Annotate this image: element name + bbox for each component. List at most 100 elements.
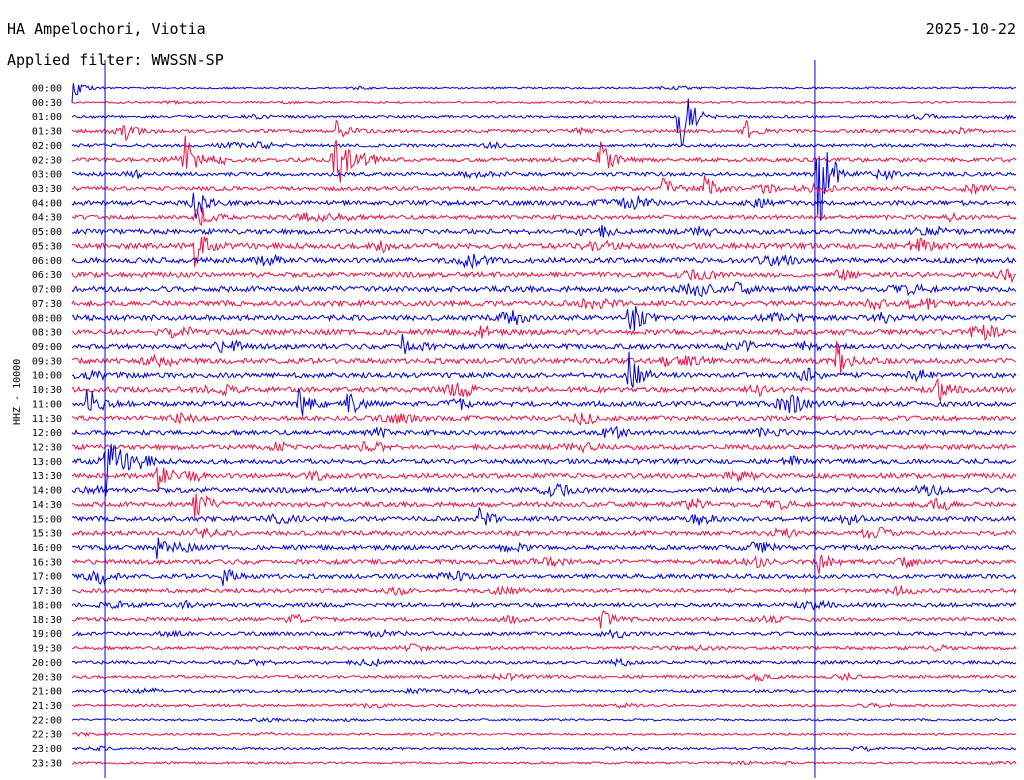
trace-row xyxy=(71,333,1017,355)
row-time-label: 19:30 xyxy=(32,644,62,655)
row-time-label: 07:00 xyxy=(32,285,62,296)
row-time-label: 16:00 xyxy=(32,543,62,554)
row-time-label: 22:30 xyxy=(32,730,62,741)
row-time-label: 08:30 xyxy=(32,328,62,339)
row-time-label: 15:00 xyxy=(32,514,62,525)
trace-row xyxy=(72,493,1017,519)
row-time-label: 00:30 xyxy=(32,98,62,109)
row-time-label: 23:00 xyxy=(32,744,62,755)
trace-row xyxy=(71,482,1017,498)
row-time-label: 12:30 xyxy=(32,443,62,454)
row-time-label: 12:00 xyxy=(32,428,62,439)
row-time-label: 23:30 xyxy=(32,758,62,769)
trace-row xyxy=(71,554,1017,575)
row-time-label: 22:00 xyxy=(32,715,62,726)
row-time-label: 13:00 xyxy=(32,457,62,468)
date-label: 2025-10-22 xyxy=(925,20,1016,38)
trace-row xyxy=(71,585,1017,597)
trace-row xyxy=(71,537,1017,560)
trace-row xyxy=(71,628,1017,640)
row-time-label: 14:00 xyxy=(32,486,62,497)
trace-row xyxy=(71,225,1017,238)
row-time-label: 06:30 xyxy=(32,270,62,281)
trace-row xyxy=(71,731,1017,738)
trace-row xyxy=(71,411,1017,426)
trace-row xyxy=(71,440,1017,454)
row-time-label: 04:00 xyxy=(32,198,62,209)
trace-row xyxy=(71,340,1017,375)
trace-row xyxy=(71,387,1017,416)
trace-row xyxy=(71,716,1017,723)
row-time-label: 10:00 xyxy=(32,371,62,382)
trace-row xyxy=(71,657,1017,668)
row-time-label: 05:30 xyxy=(32,241,62,252)
station-title: HA Ampelochori, Viotia xyxy=(7,20,206,38)
trace-row xyxy=(71,297,1017,311)
trace-row xyxy=(71,443,1017,497)
trace-row xyxy=(71,99,1017,106)
trace-row xyxy=(71,281,1017,298)
row-time-label: 09:00 xyxy=(32,342,62,353)
row-time-label: 14:30 xyxy=(32,500,62,511)
trace-row xyxy=(71,467,1017,492)
row-time-label: 16:30 xyxy=(32,557,62,568)
trace-row xyxy=(71,253,1017,270)
trace-row xyxy=(71,610,1017,629)
trace-row xyxy=(71,643,1017,653)
trace-row xyxy=(71,98,1016,147)
trace-row xyxy=(71,526,1017,539)
trace-row xyxy=(71,599,1017,611)
trace-row xyxy=(71,568,1017,586)
filter-label: Applied filter: WWSSN-SP xyxy=(7,51,224,69)
trace-row xyxy=(71,324,1017,342)
row-time-label: 10:30 xyxy=(32,385,62,396)
trace-row xyxy=(71,207,1017,226)
row-time-label: 20:00 xyxy=(32,658,62,669)
trace-row xyxy=(72,175,1017,195)
row-time-label: 18:00 xyxy=(32,600,62,611)
trace-row xyxy=(71,306,1017,331)
trace-row xyxy=(71,135,1017,183)
trace-row xyxy=(71,152,1017,222)
row-time-label: 06:00 xyxy=(32,256,62,267)
trace-row xyxy=(71,236,1017,268)
trace-row xyxy=(71,268,1017,284)
trace-row xyxy=(71,192,1017,219)
trace-row xyxy=(71,507,1017,526)
row-time-label: 17:30 xyxy=(32,586,62,597)
trace-row xyxy=(71,140,1017,150)
row-time-label: 04:30 xyxy=(32,213,62,224)
row-time-label: 17:00 xyxy=(32,572,62,583)
row-time-label: 03:30 xyxy=(32,184,62,195)
row-time-label: 20:30 xyxy=(32,672,62,683)
row-time-label: 21:00 xyxy=(32,687,62,698)
row-time-label: 11:00 xyxy=(32,399,62,410)
row-time-label: 05:00 xyxy=(32,227,62,238)
trace-row xyxy=(71,377,1017,402)
row-time-label: 03:00 xyxy=(32,170,62,181)
trace-row xyxy=(71,760,1017,766)
trace-row xyxy=(71,701,1017,710)
trace-row xyxy=(71,425,1017,440)
trace-row xyxy=(71,351,1017,388)
row-time-label: 09:30 xyxy=(32,356,62,367)
row-time-label: 01:30 xyxy=(32,127,62,138)
row-time-label: 00:00 xyxy=(32,84,62,95)
trace-row xyxy=(71,687,1017,695)
row-time-label: 02:30 xyxy=(32,155,62,166)
row-time-label: 02:00 xyxy=(32,141,62,152)
trace-row xyxy=(71,83,1017,103)
trace-row xyxy=(71,119,1017,142)
row-time-label: 01:00 xyxy=(32,112,62,123)
row-time-label: 08:00 xyxy=(32,313,62,324)
row-time-label: 18:30 xyxy=(32,615,62,626)
row-time-label: 11:30 xyxy=(32,414,62,425)
row-time-label: 07:30 xyxy=(32,299,62,310)
trace-row xyxy=(71,745,1017,752)
row-time-label: 19:00 xyxy=(32,629,62,640)
row-time-label: 13:30 xyxy=(32,471,62,482)
trace-row xyxy=(71,671,1017,683)
row-time-label: 21:30 xyxy=(32,701,62,712)
row-time-label: 15:30 xyxy=(32,529,62,540)
